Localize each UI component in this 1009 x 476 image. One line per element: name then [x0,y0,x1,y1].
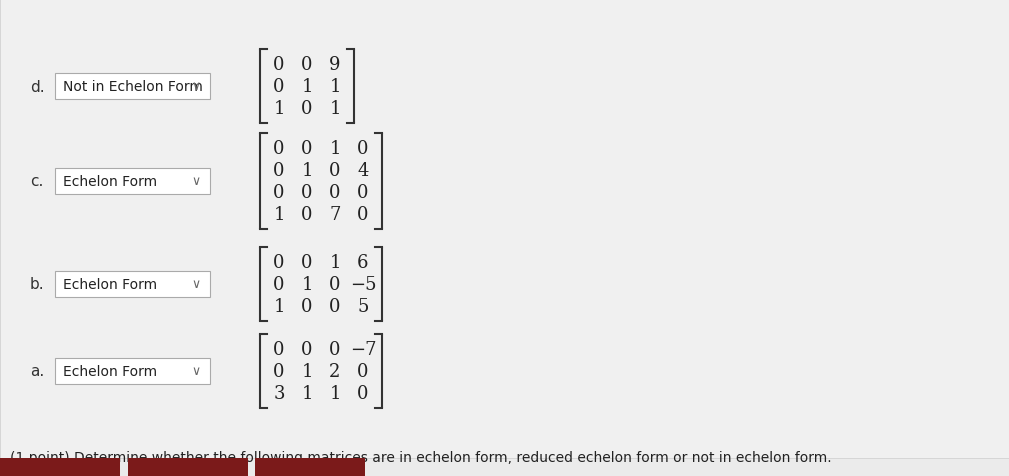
Text: 0: 0 [273,162,285,179]
Text: 0: 0 [329,298,341,315]
Text: b.: b. [30,277,44,292]
Text: 1: 1 [329,100,341,118]
Text: 0: 0 [302,184,313,201]
Text: 1: 1 [273,100,285,118]
Text: 1: 1 [302,78,313,96]
Text: 2: 2 [329,362,341,380]
Text: 0: 0 [357,184,368,201]
Text: 0: 0 [302,56,313,74]
Text: 3: 3 [273,384,285,402]
Text: 0: 0 [273,340,285,358]
Text: 0: 0 [329,340,341,358]
Text: Echelon Form: Echelon Form [63,278,157,291]
Text: 0: 0 [357,362,368,380]
Text: 9: 9 [329,56,341,74]
Text: d.: d. [30,79,44,94]
Bar [55,358,210,384]
Text: 0: 0 [302,206,313,224]
Text: 1: 1 [273,298,285,315]
Bar [0,458,120,476]
Text: 0: 0 [329,184,341,201]
Text: 5: 5 [357,298,368,315]
Bar [55,271,210,298]
Bar [128,458,248,476]
Text: ∨: ∨ [192,80,201,93]
Text: 0: 0 [273,140,285,158]
Text: 0: 0 [357,384,368,402]
Text: c.: c. [30,174,43,189]
Text: 0: 0 [302,253,313,271]
Text: 0: 0 [302,140,313,158]
Text: a.: a. [30,364,44,379]
Text: 0: 0 [273,362,285,380]
Text: −7: −7 [350,340,376,358]
Text: Not in Echelon Form: Not in Echelon Form [63,80,203,94]
Text: 1: 1 [302,276,313,293]
Text: 0: 0 [273,253,285,271]
Text: Echelon Form: Echelon Form [63,175,157,188]
Text: 0: 0 [329,276,341,293]
Text: ∨: ∨ [192,278,201,291]
Text: 4: 4 [357,162,368,179]
Text: 1: 1 [273,206,285,224]
Text: 1: 1 [302,362,313,380]
Bar [255,458,365,476]
Text: 0: 0 [273,276,285,293]
Text: 1: 1 [329,140,341,158]
Text: ∨: ∨ [192,175,201,188]
Text: 0: 0 [357,140,368,158]
Text: 6: 6 [357,253,368,271]
Text: 1: 1 [302,162,313,179]
Text: 1: 1 [329,78,341,96]
Text: 0: 0 [357,206,368,224]
Text: 0: 0 [273,56,285,74]
Text: 0: 0 [302,100,313,118]
Text: 1: 1 [302,384,313,402]
Text: (1 point) Determine whether the following matrices are in echelon form, reduced : (1 point) Determine whether the followin… [10,450,831,464]
Text: Echelon Form: Echelon Form [63,364,157,378]
Text: 0: 0 [302,298,313,315]
Bar [55,169,210,195]
Text: 0: 0 [273,78,285,96]
Text: 0: 0 [273,184,285,201]
Text: 7: 7 [329,206,341,224]
Text: ∨: ∨ [192,365,201,378]
Text: 1: 1 [329,384,341,402]
Text: 0: 0 [302,340,313,358]
Text: −5: −5 [350,276,376,293]
Text: 0: 0 [329,162,341,179]
Bar [55,74,210,100]
Text: 1: 1 [329,253,341,271]
